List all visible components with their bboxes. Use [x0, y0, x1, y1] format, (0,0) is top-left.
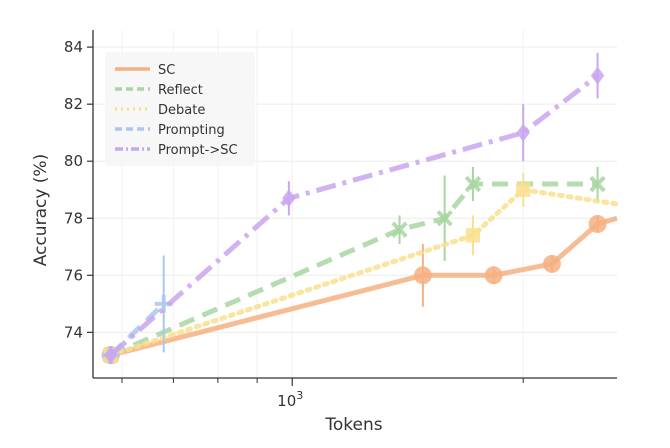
legend-box [105, 52, 255, 166]
data-point [465, 228, 481, 243]
axes: 74 76 78 80 82 84 103 [64, 30, 617, 410]
y-tick-label: 82 [64, 95, 83, 113]
series-prompt-sc [103, 52, 605, 365]
legend-label: Prompting [158, 123, 225, 138]
legend-label: SC [158, 63, 175, 78]
y-tick-label: 74 [64, 323, 83, 341]
x-tick-label: 103 [277, 389, 303, 410]
series-line [110, 215, 618, 358]
x-axis-label: Tokens [324, 415, 382, 435]
y-tick-label: 84 [64, 38, 83, 56]
series-sc [101, 214, 618, 365]
y-axis-label: Accuracy (%) [31, 154, 51, 266]
legend-label: Debate [158, 103, 205, 118]
data-point [436, 210, 453, 227]
data-point [516, 123, 530, 142]
y-tick-label: 80 [64, 152, 83, 170]
data-point [413, 266, 432, 285]
y-tick-label: 76 [64, 266, 83, 284]
data-point [589, 175, 606, 193]
data-point [516, 182, 531, 197]
data-point [282, 189, 296, 208]
data-point [103, 346, 118, 365]
legend: SC Reflect Debate Prompting Prompt->SC [105, 52, 255, 166]
data-point [391, 221, 408, 238]
legend-label: Reflect [158, 83, 203, 98]
data-point [542, 254, 561, 273]
data-point [590, 66, 605, 85]
series-line [109, 73, 600, 358]
data-point [484, 266, 503, 285]
series-line [108, 187, 620, 358]
data-point [464, 175, 482, 193]
series-layer [101, 52, 620, 365]
legend-label: Prompt->SC [158, 143, 238, 158]
y-tick-label: 78 [64, 209, 83, 227]
data-point [588, 214, 607, 233]
